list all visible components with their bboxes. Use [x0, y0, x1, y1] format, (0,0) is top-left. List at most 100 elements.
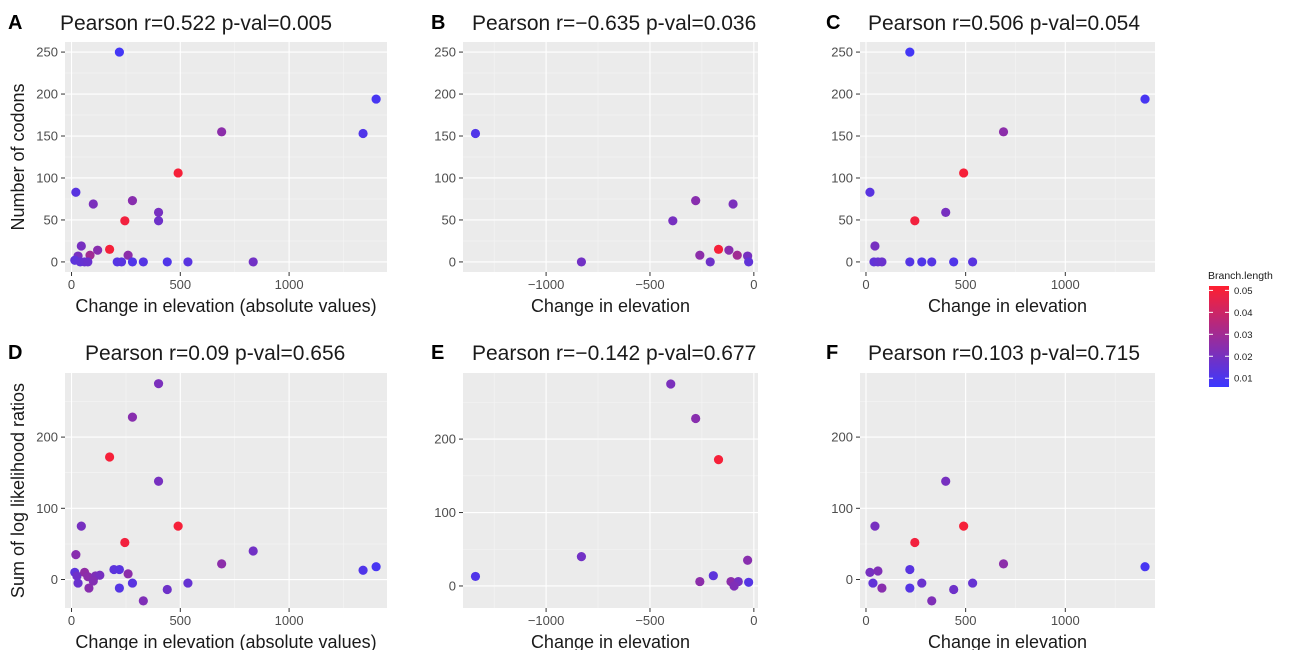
color-legend: Branch.length 0.05 0.04 0.03 0.02 0.01 [1208, 270, 1273, 387]
panel-title: Pearson r=0.103 p-val=0.715 [868, 342, 1140, 365]
x-axis-title: Change in elevation [531, 632, 690, 650]
data-point [576, 257, 587, 267]
y-tick-label: 100 [36, 501, 58, 516]
data-point [183, 578, 193, 588]
data-point [88, 576, 98, 586]
data-point [873, 566, 883, 576]
y-tick-label: 100 [434, 170, 456, 185]
panel-d: D Pearson r=0.09 p-val=0.656 0 500 1000 0 100 2… [8, 342, 387, 650]
data-point [870, 241, 880, 251]
x-tick-label: 500 [169, 613, 191, 628]
data-point [138, 257, 148, 267]
data-point [959, 168, 969, 178]
data-point [127, 257, 138, 267]
data-point [868, 578, 878, 588]
data-point [127, 578, 138, 588]
data-point [728, 199, 738, 209]
x-tick-label: 500 [955, 613, 977, 628]
data-point [910, 537, 920, 548]
x-tick-label: 0 [68, 277, 75, 292]
data-point [217, 127, 227, 137]
data-point [744, 257, 754, 267]
data-point [248, 257, 258, 267]
data-point [153, 379, 164, 389]
data-point [865, 567, 875, 577]
panel-f: F Pearson r=0.103 p-val=0.715 0 500 1000 0 100… [826, 342, 1155, 650]
data-point [123, 250, 133, 260]
data-point [358, 128, 368, 139]
x-axis-title: Change in elevation [928, 296, 1087, 316]
x-axis-title: Change in elevation [531, 296, 690, 316]
panel-c: C Pearson r=0.506 p-val=0.054 0 500 1000 0 50 1… [826, 12, 1155, 316]
data-point [470, 128, 481, 139]
data-point [941, 476, 951, 486]
data-point [173, 168, 183, 178]
y-tick-label: 250 [36, 45, 58, 60]
data-point [93, 245, 103, 255]
data-point [968, 257, 978, 267]
data-point [743, 555, 753, 565]
data-point [95, 570, 105, 580]
y-tick-label: 200 [36, 430, 58, 445]
data-point [217, 559, 227, 569]
data-point [998, 559, 1009, 569]
data-point [88, 199, 98, 209]
data-point [668, 216, 678, 226]
y-tick-label: 0 [449, 254, 456, 269]
data-point [713, 455, 724, 465]
data-point [905, 583, 915, 593]
y-tick-label: 100 [831, 170, 853, 185]
x-axis-title: Change in elevation [928, 632, 1087, 650]
panel-title: Pearson r=0.506 p-val=0.054 [868, 12, 1140, 35]
y-axis-title: Number of codons [8, 83, 28, 230]
data-point [666, 379, 676, 389]
y-tick-label: 200 [36, 87, 58, 102]
data-point [998, 127, 1009, 137]
data-point [76, 241, 86, 251]
data-point [695, 576, 705, 587]
panel-letter: B [431, 12, 445, 34]
data-point [941, 207, 951, 218]
x-axis-title: Change in elevation (absolute values) [75, 296, 376, 316]
data-point [114, 583, 124, 593]
panel-letter: A [8, 12, 22, 34]
panel-e: E Pearson r=−0.142 p-val=0.677 −1000 −500 0 0… [431, 342, 758, 650]
data-point [123, 569, 133, 579]
x-tick-label: 1000 [275, 613, 304, 628]
y-tick-label: 100 [36, 170, 58, 185]
data-point [183, 257, 193, 267]
data-point [877, 257, 887, 267]
legend-tick-label: 0.05 [1234, 286, 1253, 297]
data-point [870, 521, 880, 531]
data-point [358, 565, 368, 575]
panel-b: B Pearson r=−0.635 p-val=0.036 −1000 −500 0 0… [431, 12, 758, 316]
panel-title: Pearson r=0.522 p-val=0.005 [60, 12, 332, 35]
x-tick-label: −1000 [528, 613, 565, 628]
data-point [691, 196, 701, 206]
data-point [927, 596, 937, 606]
data-point [162, 257, 172, 267]
data-point [576, 551, 587, 562]
data-point [71, 187, 81, 197]
data-point [73, 578, 83, 588]
data-point [1140, 562, 1150, 572]
y-axis-title: Sum of log likelihood ratios [8, 383, 28, 598]
panel-letter: C [826, 12, 840, 34]
y-tick-label: 0 [51, 254, 58, 269]
data-point [959, 521, 969, 531]
x-tick-label: 500 [169, 277, 191, 292]
data-point [905, 47, 915, 57]
data-point [153, 476, 164, 486]
legend-tick-label: 0.03 [1234, 330, 1253, 341]
data-point [371, 562, 381, 572]
panel-title: Pearson r=−0.142 p-val=0.677 [472, 342, 756, 365]
data-point [173, 521, 183, 531]
x-tick-label: 0 [862, 277, 869, 292]
y-tick-label: 50 [44, 212, 58, 227]
data-point [153, 216, 164, 226]
legend-tick-label: 0.04 [1234, 308, 1253, 319]
y-tick-label: 50 [442, 212, 456, 227]
y-tick-label: 150 [36, 129, 58, 144]
panel-letter: F [826, 342, 838, 364]
data-point [877, 583, 887, 593]
